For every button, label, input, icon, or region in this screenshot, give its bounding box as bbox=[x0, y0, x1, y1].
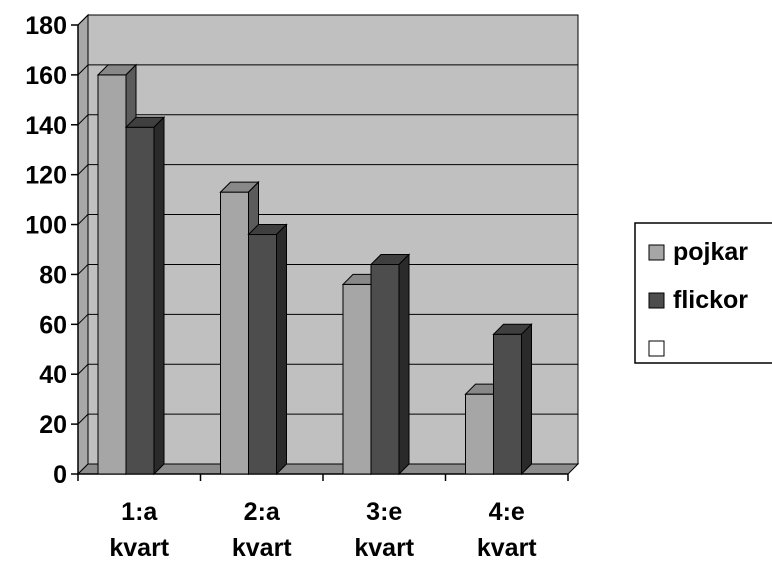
gridline bbox=[77, 214, 578, 225]
bar-side bbox=[276, 223, 287, 476]
bar-front bbox=[248, 234, 277, 475]
bar-front bbox=[97, 74, 127, 475]
x-tick-label: 2:a kvart bbox=[232, 498, 292, 562]
legend: pojkar flickor bbox=[634, 222, 772, 364]
legend-swatch bbox=[648, 244, 665, 261]
legend-label: flickor bbox=[673, 286, 748, 314]
gridline bbox=[77, 114, 578, 126]
gridline bbox=[77, 263, 578, 275]
bar-front bbox=[342, 283, 372, 475]
gridline bbox=[77, 14, 578, 26]
gridline bbox=[77, 413, 578, 425]
y-tick-label: 120 bbox=[25, 162, 67, 190]
bar-flickor-4 bbox=[492, 323, 533, 476]
gridline bbox=[77, 164, 578, 176]
bar-front bbox=[125, 126, 155, 475]
y-tick-label: 100 bbox=[25, 212, 67, 240]
y-tick-label: 80 bbox=[39, 261, 67, 289]
y-tick-label: 140 bbox=[25, 112, 67, 140]
gridline bbox=[77, 363, 578, 375]
y-tick-label: 0 bbox=[53, 461, 67, 489]
y-tick-label: 180 bbox=[25, 12, 67, 40]
legend-label: pojkar bbox=[673, 238, 748, 266]
bar-front bbox=[370, 263, 400, 475]
x-tick-label: 1:a kvart bbox=[109, 498, 169, 562]
legend-swatch bbox=[648, 292, 665, 309]
bar-flickor-2 bbox=[247, 223, 288, 476]
y-tick-label: 20 bbox=[39, 411, 67, 439]
side-wall bbox=[77, 13, 89, 476]
y-tick-label: 60 bbox=[39, 311, 67, 339]
bar-flickor-3 bbox=[369, 253, 411, 476]
bar-front bbox=[220, 191, 249, 475]
x-axis-ticks: 1:a kvart 2:a kvart 3:e kvart 4:e kvart bbox=[77, 474, 569, 562]
legend-swatch bbox=[648, 340, 665, 357]
x-tick-label: 3:e kvart bbox=[354, 498, 414, 562]
bars bbox=[96, 63, 533, 476]
y-axis-ticks: 0 20 40 60 80 100 120 140 160 180 bbox=[25, 12, 78, 489]
x-tick-label: 4:e kvart bbox=[477, 498, 537, 562]
bar-side bbox=[153, 116, 165, 476]
gridlines bbox=[77, 14, 578, 425]
bar-front bbox=[493, 333, 522, 475]
bar-flickor-1 bbox=[124, 116, 166, 476]
y-tick-label: 160 bbox=[25, 62, 67, 90]
gridline bbox=[77, 313, 578, 325]
bar-front bbox=[465, 393, 494, 475]
bar-side bbox=[521, 323, 532, 476]
gridline bbox=[77, 64, 578, 76]
bar-side bbox=[398, 253, 410, 476]
y-tick-label: 40 bbox=[39, 361, 67, 389]
